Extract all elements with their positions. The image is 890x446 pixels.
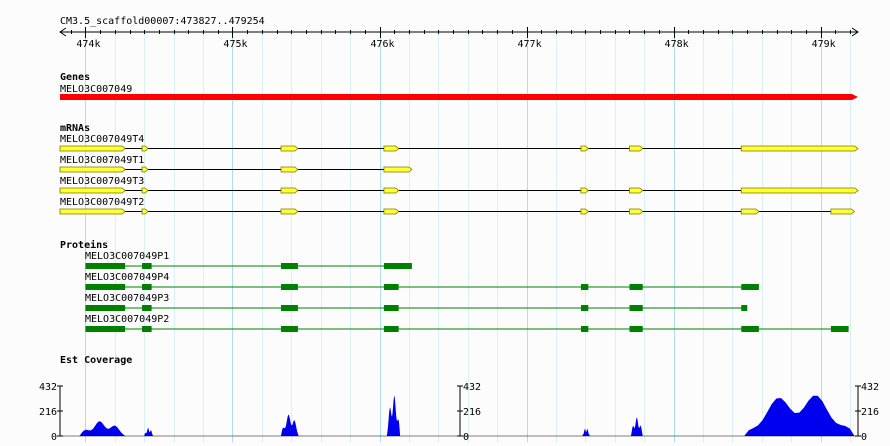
protein-cds-block[interactable] xyxy=(741,326,759,332)
mrna-exon[interactable] xyxy=(59,187,126,194)
mrna-label[interactable]: MELO3C007049T2 xyxy=(60,197,144,208)
ruler-grid xyxy=(85,30,851,442)
protein-cds-block[interactable] xyxy=(383,305,399,311)
gene-feature[interactable] xyxy=(60,94,858,100)
mrna-exon[interactable] xyxy=(580,187,589,194)
coverage-axis-label: 0 xyxy=(51,432,57,442)
proteins-track-title: Proteins xyxy=(60,239,108,251)
coverage-axis-label: 432 xyxy=(39,382,57,393)
protein-cds-block[interactable] xyxy=(741,284,759,290)
mrna-exon[interactable] xyxy=(383,145,400,152)
mrna-exon[interactable] xyxy=(280,166,299,173)
protein-cds-block[interactable] xyxy=(281,284,298,290)
genes-track-title: Genes xyxy=(60,72,90,83)
protein-label[interactable]: MELO3C007049P4 xyxy=(85,272,169,283)
genes-track: MELO3C007049 xyxy=(60,84,858,100)
protein-cds-block[interactable] xyxy=(281,263,298,269)
protein-cds-block[interactable] xyxy=(629,326,643,332)
ruler[interactable]: 474k 475k 476k 477k 478k 479k xyxy=(59,27,859,50)
coverage-peak[interactable] xyxy=(630,417,643,436)
ruler-tick-label: 477k xyxy=(518,39,542,50)
ruler-tick-label: 476k xyxy=(370,39,394,50)
mrna-label[interactable]: MELO3C007049T4 xyxy=(60,134,144,145)
coverage-peak[interactable] xyxy=(79,421,126,436)
mrna-exon[interactable] xyxy=(59,145,126,152)
mrna-exon[interactable] xyxy=(580,145,589,152)
ruler-right-arrow[interactable] xyxy=(851,27,859,37)
protein-cds-block[interactable] xyxy=(383,284,399,290)
mrna-exon-last[interactable] xyxy=(383,166,413,173)
coverage-track-title: Est Coverage xyxy=(60,355,132,366)
protein-cds-block[interactable] xyxy=(85,284,126,290)
proteins-track: MELO3C007049P1 MELO3C007049P4 MELO3C007049… xyxy=(85,251,849,332)
mrna-exon[interactable] xyxy=(629,145,644,152)
mrnas-track-title: mRNAs xyxy=(60,123,90,134)
protein-cds-block[interactable] xyxy=(830,326,849,332)
coverage-axis-label: 0 xyxy=(463,432,469,442)
protein-cds-block[interactable] xyxy=(85,305,126,311)
protein-cds-block[interactable] xyxy=(580,326,589,332)
mrna-exon[interactable] xyxy=(59,166,126,173)
mrna-exon[interactable] xyxy=(280,187,299,194)
protein-cds-block[interactable] xyxy=(85,326,126,332)
protein-cds-block[interactable] xyxy=(142,263,152,269)
mrna-exon-last[interactable] xyxy=(740,145,859,152)
mrna-exon[interactable] xyxy=(383,208,400,215)
coverage-peak[interactable] xyxy=(144,428,154,436)
coverage-peak[interactable] xyxy=(744,395,855,436)
protein-cds-block[interactable] xyxy=(142,284,152,290)
mrna-exon[interactable] xyxy=(580,208,589,215)
protein-cds-block[interactable] xyxy=(580,284,589,290)
protein-cds-block[interactable] xyxy=(580,305,589,311)
mrna-exon-last[interactable] xyxy=(830,208,856,215)
protein-cds-block[interactable] xyxy=(629,305,643,311)
mrna-label[interactable]: MELO3C007049T3 xyxy=(60,176,144,187)
protein-cds-block[interactable] xyxy=(629,284,643,290)
mrna-exon[interactable] xyxy=(383,187,400,194)
protein-cds-block[interactable] xyxy=(281,305,298,311)
coverage-peak[interactable] xyxy=(281,414,299,436)
ruler-tick-label: 475k xyxy=(223,39,247,50)
protein-cds-block[interactable] xyxy=(281,326,298,332)
protein-cds-block[interactable] xyxy=(85,263,126,269)
protein-label[interactable]: MELO3C007049P2 xyxy=(85,314,169,325)
gene-label[interactable]: MELO3C007049 xyxy=(60,84,132,95)
mrna-exon[interactable] xyxy=(141,187,149,194)
protein-label[interactable]: MELO3C007049P3 xyxy=(85,293,169,304)
mrna-exon[interactable] xyxy=(629,187,644,194)
mrna-exon[interactable] xyxy=(141,145,149,152)
coverage-track: 432 216 0 432 216 0 432 216 0 xyxy=(39,382,879,443)
protein-cds-block[interactable] xyxy=(383,263,412,269)
mrna-exon-last[interactable] xyxy=(740,187,859,194)
mrna-exon[interactable] xyxy=(59,208,126,215)
coverage-axis-label: 216 xyxy=(39,407,57,418)
mrna-label[interactable]: MELO3C007049T1 xyxy=(60,155,144,166)
coverage-axis-label: 432 xyxy=(861,382,879,393)
location-label: CM3.5_scaffold00007:473827..479254 xyxy=(60,16,265,27)
coverage-axis-label: 216 xyxy=(861,407,879,418)
mrnas-track: MELO3C007049T4 MELO3C007049T1 MELO3C007049… xyxy=(59,134,859,215)
coverage-axis-label: 0 xyxy=(861,432,867,442)
mrna-exon[interactable] xyxy=(740,208,760,215)
mrna-exon[interactable] xyxy=(280,208,299,215)
protein-cds-block[interactable] xyxy=(741,305,748,311)
ruler-tick-label: 478k xyxy=(665,39,689,50)
mrna-exon[interactable] xyxy=(141,208,149,215)
mrna-exon[interactable] xyxy=(280,145,299,152)
mrna-exon[interactable] xyxy=(141,166,149,173)
mrna-exon[interactable] xyxy=(629,208,644,215)
coverage-axis-label: 216 xyxy=(463,407,481,418)
coverage-peak[interactable] xyxy=(582,428,590,436)
ruler-tick-label: 479k xyxy=(812,39,836,50)
coverage-peak[interactable] xyxy=(386,396,401,436)
ruler-tick-label: 474k xyxy=(76,39,100,50)
protein-label[interactable]: MELO3C007049P1 xyxy=(85,251,169,262)
protein-cds-block[interactable] xyxy=(383,326,399,332)
ruler-left-arrow[interactable] xyxy=(59,27,67,37)
coverage-axis-label: 432 xyxy=(463,382,481,393)
protein-cds-block[interactable] xyxy=(142,326,152,332)
protein-cds-block[interactable] xyxy=(142,305,152,311)
